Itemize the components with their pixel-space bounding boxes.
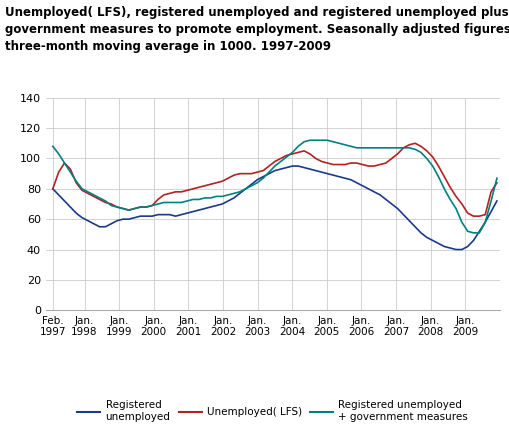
Legend: Registered
unemployed, Unemployed( LFS), Registered unemployed
+ government meas: Registered unemployed, Unemployed( LFS),… <box>73 396 471 425</box>
Text: Unemployed( LFS), registered unemployed and registered unemployed plus
governmen: Unemployed( LFS), registered unemployed … <box>5 6 509 54</box>
